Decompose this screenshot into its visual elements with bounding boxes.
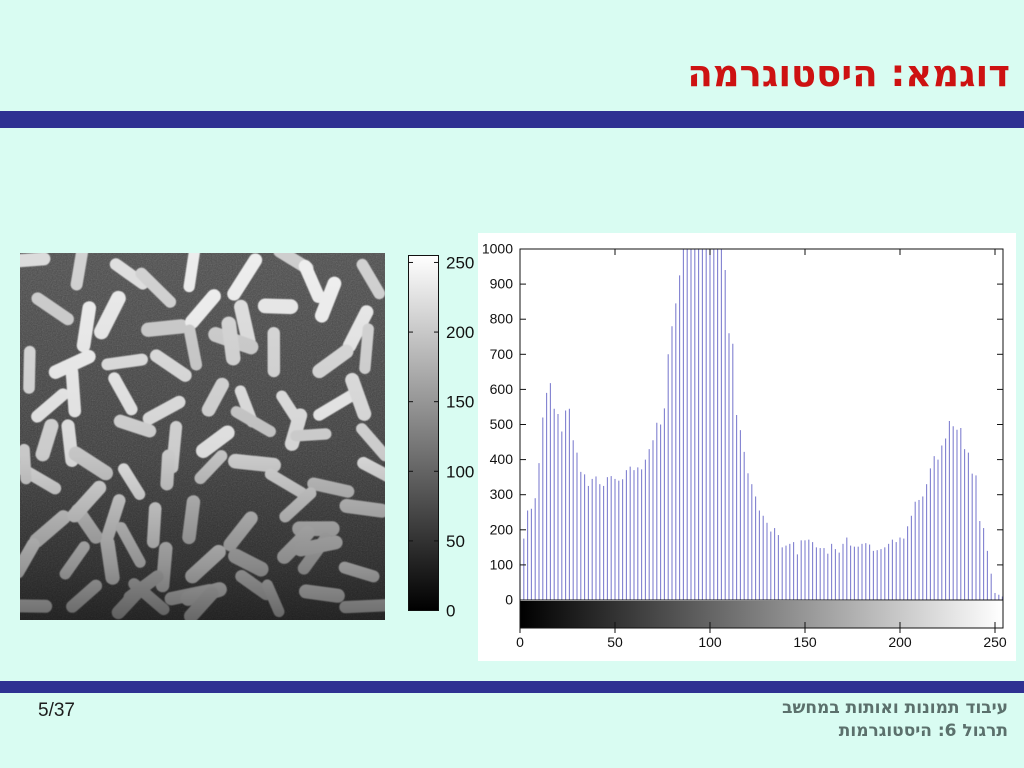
- svg-text:200: 200: [888, 634, 912, 650]
- slide-title: דוגמא: היסטוגרמה: [687, 52, 1010, 95]
- page-number: 5/37: [38, 700, 75, 721]
- rice-image: [20, 253, 385, 620]
- svg-text:250: 250: [983, 634, 1007, 650]
- histogram-figure: 0 100 200 300 400 500 600 700 800 900 1000 0 50 100 15…: [478, 233, 1016, 661]
- svg-text:100: 100: [446, 462, 474, 481]
- svg-text:1000: 1000: [482, 241, 513, 257]
- svg-text:150: 150: [793, 634, 817, 650]
- svg-text:0: 0: [446, 602, 455, 621]
- svg-text:900: 900: [490, 276, 514, 292]
- svg-text:250: 250: [446, 255, 474, 272]
- footer-block: עיבוד תמונות ואותות במחשב תרגול 6: היסטו…: [782, 697, 1008, 743]
- rice-image-canvas: [20, 253, 385, 620]
- colorbar-canvas: 250 200 150 100 50 0: [408, 255, 474, 621]
- svg-text:500: 500: [490, 416, 514, 432]
- svg-text:0: 0: [505, 592, 513, 608]
- svg-text:600: 600: [490, 381, 514, 397]
- svg-text:400: 400: [490, 451, 514, 467]
- histogram-plot: 0 100 200 300 400 500 600 700 800 900 1000 0 50 100 15…: [482, 241, 1007, 651]
- svg-text:200: 200: [446, 323, 474, 342]
- svg-text:150: 150: [446, 393, 474, 412]
- svg-text:0: 0: [516, 634, 524, 650]
- svg-text:800: 800: [490, 311, 514, 327]
- svg-text:200: 200: [490, 521, 514, 537]
- bottom-divider-bar: [0, 681, 1024, 693]
- svg-text:50: 50: [607, 634, 623, 650]
- svg-text:300: 300: [490, 486, 514, 502]
- top-divider-bar: [0, 111, 1024, 128]
- svg-text:50: 50: [446, 532, 465, 551]
- svg-text:700: 700: [490, 346, 514, 362]
- svg-text:100: 100: [698, 634, 722, 650]
- footer-lesson-title: תרגול 6: היסטוגרמות: [838, 721, 1008, 741]
- colorbar: 250 200 150 100 50 0: [408, 255, 488, 630]
- footer-course-title: עיבוד תמונות ואותות במחשב: [782, 698, 1008, 718]
- svg-text:100: 100: [490, 556, 514, 572]
